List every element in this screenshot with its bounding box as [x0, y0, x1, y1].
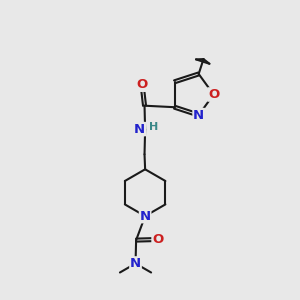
Text: O: O: [136, 78, 148, 91]
Text: N: N: [193, 109, 204, 122]
Text: N: N: [134, 123, 145, 136]
Text: H: H: [149, 122, 158, 132]
Text: O: O: [208, 88, 219, 101]
Text: N: N: [130, 257, 141, 270]
Text: O: O: [152, 233, 164, 246]
Text: N: N: [140, 210, 151, 223]
